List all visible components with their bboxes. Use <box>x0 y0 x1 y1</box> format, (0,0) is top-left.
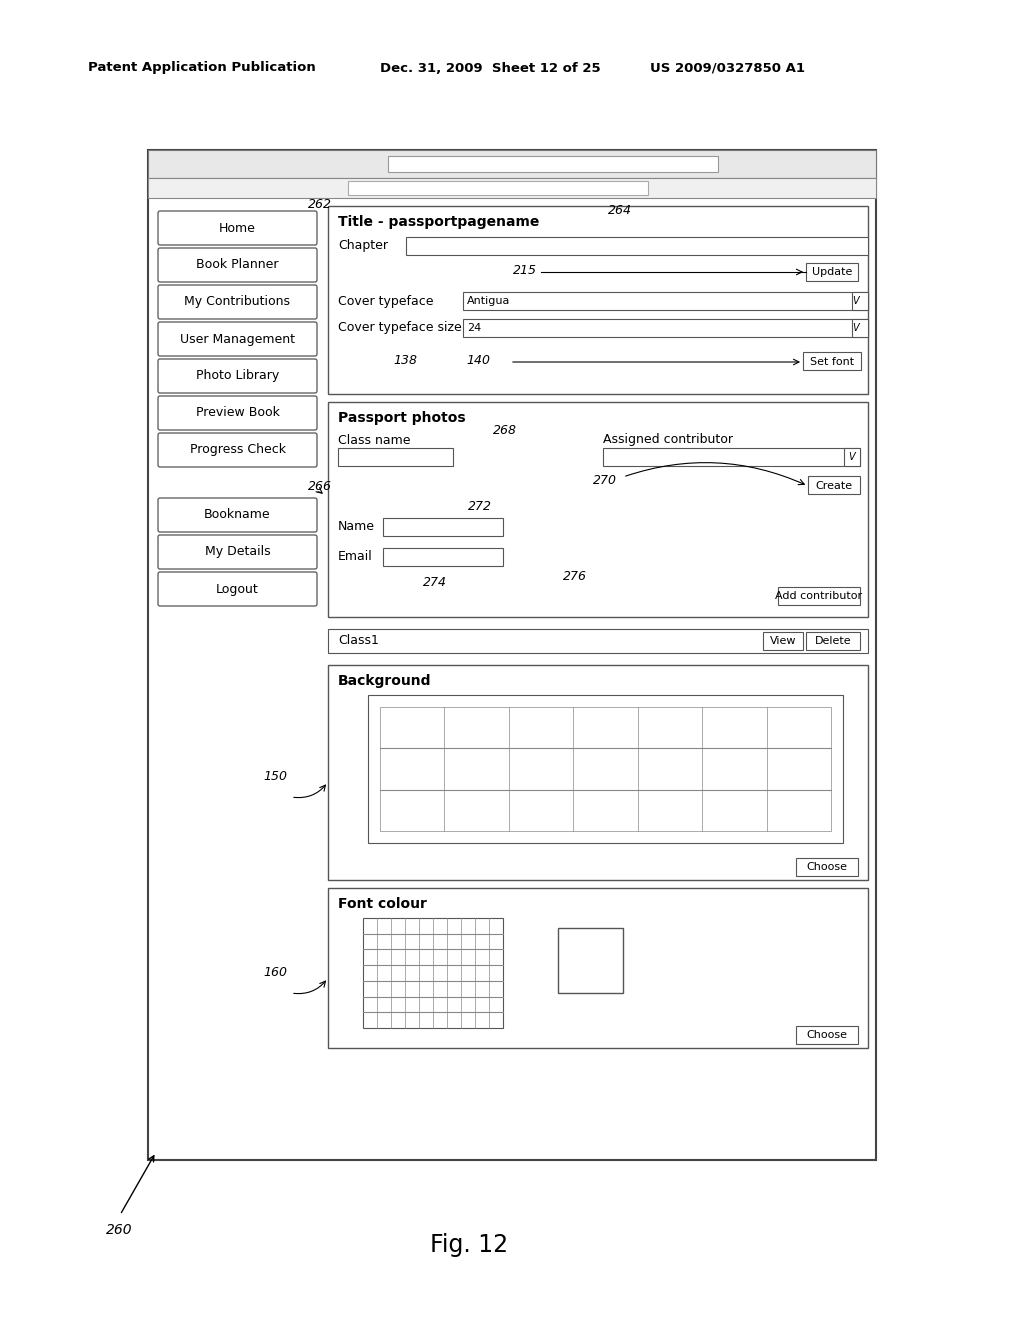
Text: 138: 138 <box>393 355 417 367</box>
Bar <box>806 632 860 649</box>
Text: 140: 140 <box>466 355 490 367</box>
Text: Antigua: Antigua <box>467 296 510 306</box>
Text: 160: 160 <box>263 966 287 979</box>
Text: V: V <box>849 451 855 462</box>
Text: V: V <box>853 296 859 306</box>
Bar <box>806 263 858 281</box>
FancyBboxPatch shape <box>158 359 317 393</box>
Bar <box>148 150 876 178</box>
FancyBboxPatch shape <box>158 322 317 356</box>
Bar <box>338 447 453 466</box>
FancyBboxPatch shape <box>158 285 317 319</box>
Bar <box>796 858 858 876</box>
Text: Choose: Choose <box>807 1030 848 1040</box>
FancyBboxPatch shape <box>158 248 317 282</box>
Text: Preview Book: Preview Book <box>196 407 280 420</box>
Text: Set font: Set font <box>810 356 854 367</box>
Text: Photo Library: Photo Library <box>196 370 280 383</box>
Text: Patent Application Publication: Patent Application Publication <box>88 62 315 74</box>
FancyBboxPatch shape <box>158 535 317 569</box>
Text: Dec. 31, 2009  Sheet 12 of 25: Dec. 31, 2009 Sheet 12 of 25 <box>380 62 601 74</box>
Text: 270: 270 <box>593 474 617 487</box>
Bar <box>852 319 868 337</box>
Bar <box>803 352 861 370</box>
Text: 268: 268 <box>493 424 517 437</box>
Text: Chapter: Chapter <box>338 239 388 252</box>
Bar <box>558 928 623 993</box>
Text: Passport photos: Passport photos <box>338 411 466 425</box>
Bar <box>844 447 860 466</box>
Bar <box>463 292 868 310</box>
Text: US 2009/0327850 A1: US 2009/0327850 A1 <box>650 62 805 74</box>
FancyBboxPatch shape <box>158 572 317 606</box>
Bar <box>763 632 803 649</box>
Bar <box>148 178 876 198</box>
Text: Background: Background <box>338 675 431 688</box>
Text: User Management: User Management <box>180 333 295 346</box>
Text: Cover typeface size: Cover typeface size <box>338 322 462 334</box>
Text: 272: 272 <box>468 500 492 513</box>
Text: 262: 262 <box>308 198 332 211</box>
Bar <box>328 888 868 1048</box>
Bar <box>328 665 868 880</box>
FancyBboxPatch shape <box>158 211 317 246</box>
Bar <box>380 708 831 832</box>
Text: Font colour: Font colour <box>338 898 427 911</box>
Text: My Details: My Details <box>205 545 270 558</box>
Text: 264: 264 <box>608 205 632 218</box>
Text: Title - passportpagename: Title - passportpagename <box>338 215 540 228</box>
Text: 274: 274 <box>423 576 447 589</box>
FancyBboxPatch shape <box>158 396 317 430</box>
Text: My Contributions: My Contributions <box>184 296 291 309</box>
Text: 266: 266 <box>308 480 332 494</box>
Text: Fig. 12: Fig. 12 <box>430 1233 508 1257</box>
Text: Book Planner: Book Planner <box>197 259 279 272</box>
FancyBboxPatch shape <box>158 498 317 532</box>
Text: Bookname: Bookname <box>204 508 270 521</box>
Bar <box>328 403 868 616</box>
Text: 150: 150 <box>263 771 287 784</box>
Text: Name: Name <box>338 520 375 533</box>
Bar <box>406 238 868 255</box>
Bar <box>463 319 868 337</box>
Text: Logout: Logout <box>216 582 259 595</box>
FancyBboxPatch shape <box>158 433 317 467</box>
Text: Update: Update <box>812 267 852 277</box>
Bar <box>148 150 876 1160</box>
Bar <box>383 517 503 536</box>
Bar <box>383 548 503 566</box>
Text: Delete: Delete <box>815 636 851 645</box>
Text: Add contributor: Add contributor <box>775 591 862 601</box>
Bar <box>368 696 843 843</box>
Bar <box>362 917 503 1028</box>
Text: 215: 215 <box>513 264 537 277</box>
Bar <box>778 587 860 605</box>
Text: Class1: Class1 <box>338 635 379 648</box>
Text: Home: Home <box>219 222 256 235</box>
Text: Email: Email <box>338 550 373 564</box>
Text: Create: Create <box>815 480 853 491</box>
Text: Class name: Class name <box>338 433 411 446</box>
Bar <box>328 630 868 653</box>
Bar <box>348 181 648 195</box>
Bar <box>796 1026 858 1044</box>
Text: Assigned contributor: Assigned contributor <box>603 433 733 446</box>
Bar <box>808 477 860 494</box>
Text: 260: 260 <box>106 1224 133 1237</box>
Text: View: View <box>770 636 797 645</box>
Bar <box>328 206 868 393</box>
Text: 24: 24 <box>467 323 481 333</box>
Text: Cover typeface: Cover typeface <box>338 294 433 308</box>
Text: Choose: Choose <box>807 862 848 873</box>
Bar <box>852 292 868 310</box>
Bar <box>603 447 860 466</box>
Text: Progress Check: Progress Check <box>189 444 286 457</box>
Bar <box>388 156 718 172</box>
Text: V: V <box>853 323 859 333</box>
Text: 276: 276 <box>563 570 587 583</box>
